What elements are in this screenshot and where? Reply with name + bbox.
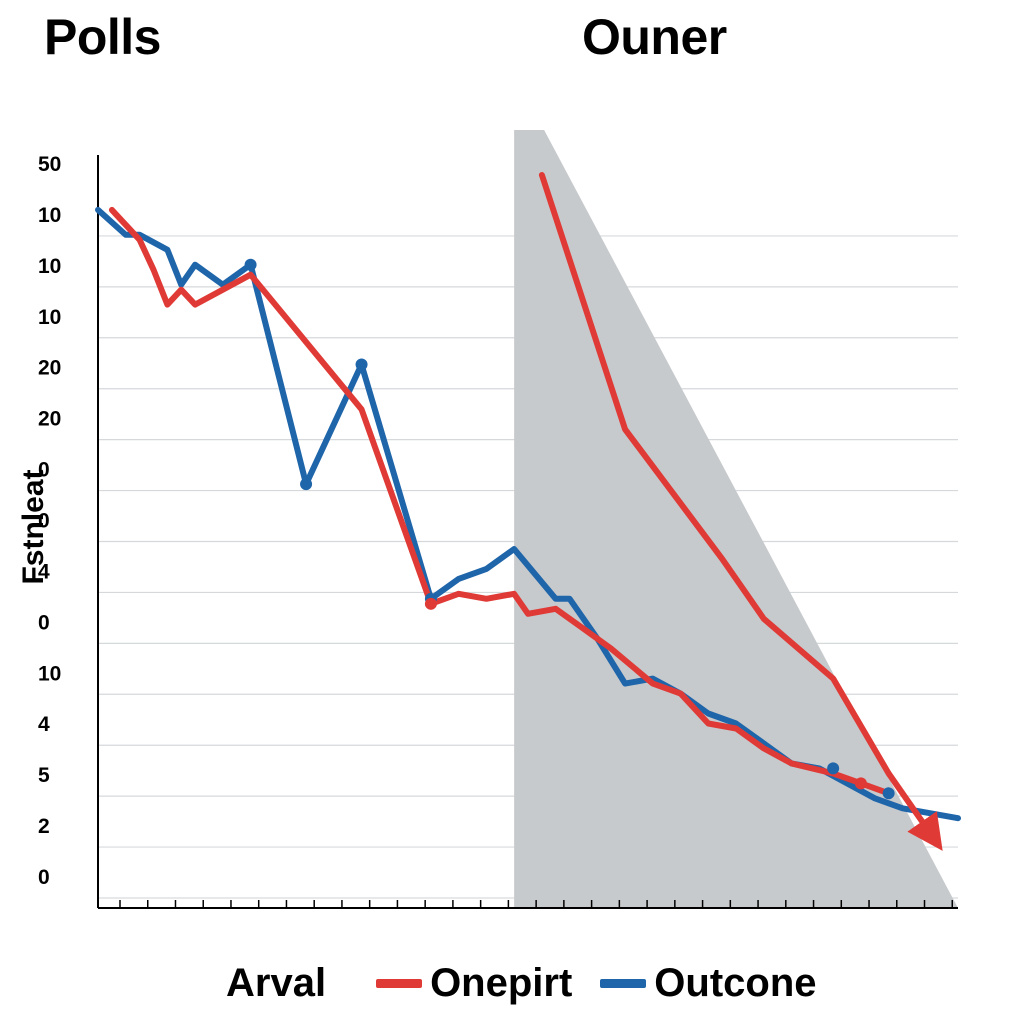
- y-axis-label: Fstnleat: [17, 469, 50, 584]
- y-tick-label: 0: [38, 459, 50, 482]
- y-tick-label: 0: [38, 611, 50, 634]
- y-tick-label: 10: [38, 255, 61, 278]
- legend-swatch-onepirt: [376, 978, 423, 988]
- shaded-region-layer: [514, 130, 958, 908]
- y-tick-label: 10: [38, 306, 61, 329]
- shaded-region: [514, 130, 958, 908]
- y-tick-label: 10: [38, 662, 61, 685]
- y-tick-label: 0: [38, 866, 50, 889]
- y-tick-label: 10: [38, 204, 61, 227]
- data-markers: [244, 258, 895, 800]
- y-tick-label: 0: [38, 510, 50, 533]
- y-tick-label: 20: [38, 357, 61, 380]
- axes: [97, 155, 958, 909]
- data-point-marker: [882, 787, 895, 800]
- y-tick-label: 4: [38, 560, 50, 583]
- legend-item-outcone: Outcone: [600, 960, 817, 1006]
- legend: Arval Onepirt Outcone: [226, 955, 845, 1011]
- series-line-onepirt: [108, 206, 892, 797]
- y-tick-label: 2: [38, 815, 50, 838]
- chart-title-left: Polls: [44, 9, 161, 65]
- series-lines: [95, 172, 961, 851]
- legend-swatch-outcone: [600, 978, 647, 988]
- data-point-marker: [355, 358, 368, 371]
- legend-label-onepirt: Onepirt: [430, 960, 573, 1005]
- y-tick-label: 50: [38, 153, 61, 176]
- chart-title-right: Ouner: [582, 9, 727, 65]
- trend-arrow-line: [538, 172, 943, 851]
- y-tick-label: 4: [38, 713, 50, 736]
- legend-label-outcone: Outcone: [654, 960, 817, 1005]
- data-point-marker: [244, 258, 257, 271]
- data-point-marker: [854, 777, 867, 790]
- data-point-marker: [300, 478, 313, 491]
- y-tick-label: 20: [38, 408, 61, 431]
- data-point-marker: [424, 597, 437, 610]
- y-tick-label: 5: [38, 764, 50, 787]
- data-point-marker: [827, 762, 840, 775]
- legend-title: Arval: [226, 960, 327, 1005]
- legend-item-onepirt: Onepirt: [376, 961, 572, 1006]
